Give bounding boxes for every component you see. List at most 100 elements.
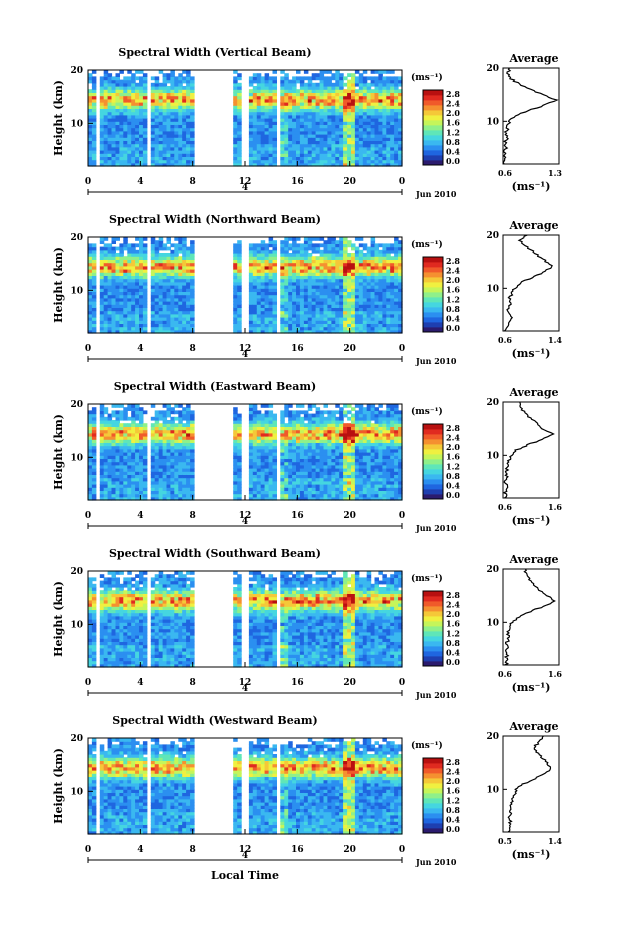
- heatmap-cell: [119, 301, 124, 305]
- heatmap-cell: [150, 416, 156, 421]
- heatmap-cell: [252, 105, 258, 109]
- heatmap-cell: [131, 124, 136, 129]
- heatmap-cell: [296, 114, 301, 119]
- heatmap-cell: [315, 150, 321, 154]
- avg-x-unit: (ms⁻¹): [512, 180, 551, 193]
- heatmap-cell: [264, 102, 270, 106]
- heatmap-cell: [139, 98, 144, 103]
- heatmap-cell: [237, 468, 242, 472]
- heatmap-cell: [354, 159, 360, 164]
- heatmap-cell: [374, 294, 379, 299]
- heatmap-cell: [111, 79, 116, 84]
- heatmap-cell: [237, 487, 242, 491]
- heatmap-cell: [323, 304, 328, 308]
- heatmap-cell: [252, 410, 258, 415]
- heatmap-cell: [88, 156, 93, 161]
- heatmap-cell: [186, 256, 191, 260]
- heatmap-cell: [170, 130, 175, 135]
- heatmap-cell: [323, 323, 328, 328]
- heatmap-cell: [158, 124, 164, 129]
- heatmap-cell: [327, 278, 332, 283]
- heatmap-cell: [280, 474, 285, 479]
- heatmap-cell: [150, 455, 156, 459]
- heatmap-cell: [319, 272, 325, 276]
- heatmap-cell: [292, 464, 297, 469]
- heatmap-cell: [91, 468, 97, 472]
- heatmap-cell: [280, 92, 285, 97]
- heatmap-cell: [115, 329, 120, 334]
- heatmap-cell: [154, 246, 160, 251]
- heatmap-cell: [394, 121, 399, 125]
- heatmap-cell: [162, 153, 168, 157]
- heatmap-cell: [264, 307, 270, 312]
- heatmap-cell: [256, 416, 262, 421]
- heatmap-cell: [351, 288, 356, 292]
- heatmap-cell: [358, 256, 364, 260]
- heatmap-cell: [256, 269, 262, 273]
- heatmap-cell: [299, 140, 305, 145]
- heatmap-cell: [303, 269, 309, 273]
- heatmap-cell: [119, 156, 124, 161]
- heatmap-cell: [339, 114, 344, 119]
- heatmap-cell: [131, 493, 136, 498]
- heatmap-cell: [186, 432, 191, 437]
- heatmap-cell: [382, 124, 387, 129]
- heatmap-cell: [111, 442, 116, 447]
- heatmap-cell: [268, 237, 274, 241]
- heatmap-cell: [382, 79, 387, 84]
- heatmap-cell: [142, 474, 148, 479]
- heatmap-cell: [354, 320, 360, 324]
- heatmap-cell: [115, 490, 120, 495]
- heatmap-cell: [303, 114, 309, 119]
- heatmap-cell: [107, 429, 113, 434]
- heatmap-cell: [107, 253, 113, 257]
- heatmap-cell: [343, 143, 348, 148]
- heatmap-cell: [335, 317, 340, 321]
- heatmap-cell: [272, 288, 277, 292]
- heatmap-cell: [190, 243, 195, 248]
- heatmap-cell: [296, 143, 301, 148]
- heatmap-cell: [154, 416, 160, 421]
- heatmap-cell: [186, 76, 191, 81]
- heatmap-cell: [186, 484, 191, 488]
- heatmap-cell: [386, 281, 391, 286]
- heatmap-cell: [233, 162, 238, 167]
- heatmap-cell: [280, 281, 285, 286]
- heatmap-cell: [91, 143, 97, 148]
- heatmap-cell: [268, 249, 274, 254]
- heatmap-cell: [88, 278, 93, 283]
- heatmap-cell: [394, 313, 399, 318]
- heatmap-cell: [335, 249, 340, 254]
- heatmap-cell: [248, 413, 254, 418]
- heatmap-cell: [323, 307, 328, 312]
- heatmap-cell: [280, 249, 285, 254]
- heatmap-cell: [378, 317, 383, 321]
- heatmap-cell: [170, 307, 175, 312]
- heatmap-cell: [299, 445, 305, 450]
- heatmap-cell: [284, 121, 289, 125]
- heatmap-cell: [252, 269, 258, 273]
- heatmap-cell: [394, 301, 399, 305]
- heatmap-cell: [154, 86, 160, 90]
- heatmap-cell: [162, 439, 168, 443]
- heatmap-cell: [264, 436, 270, 440]
- heatmap-cell: [91, 291, 97, 296]
- heatmap-cell: [150, 249, 156, 254]
- heatmap-cell: [315, 127, 321, 132]
- heatmap-cell: [88, 297, 93, 302]
- heatmap-cell: [268, 240, 274, 244]
- heatmap-cell: [174, 291, 179, 296]
- heatmap-cell: [91, 114, 97, 119]
- heatmap-cell: [139, 474, 144, 479]
- heatmap-cell: [91, 461, 97, 466]
- heatmap-cell: [103, 439, 109, 443]
- heatmap-cell: [366, 105, 372, 109]
- heatmap-cell: [358, 281, 364, 286]
- heatmap-cell: [182, 269, 187, 273]
- heatmap-cell: [127, 310, 132, 315]
- heatmap-cell: [288, 442, 293, 447]
- heatmap-cell: [119, 259, 124, 264]
- heatmap-cell: [358, 288, 364, 292]
- heatmap-cell: [335, 291, 340, 296]
- heatmap-cell: [186, 326, 191, 331]
